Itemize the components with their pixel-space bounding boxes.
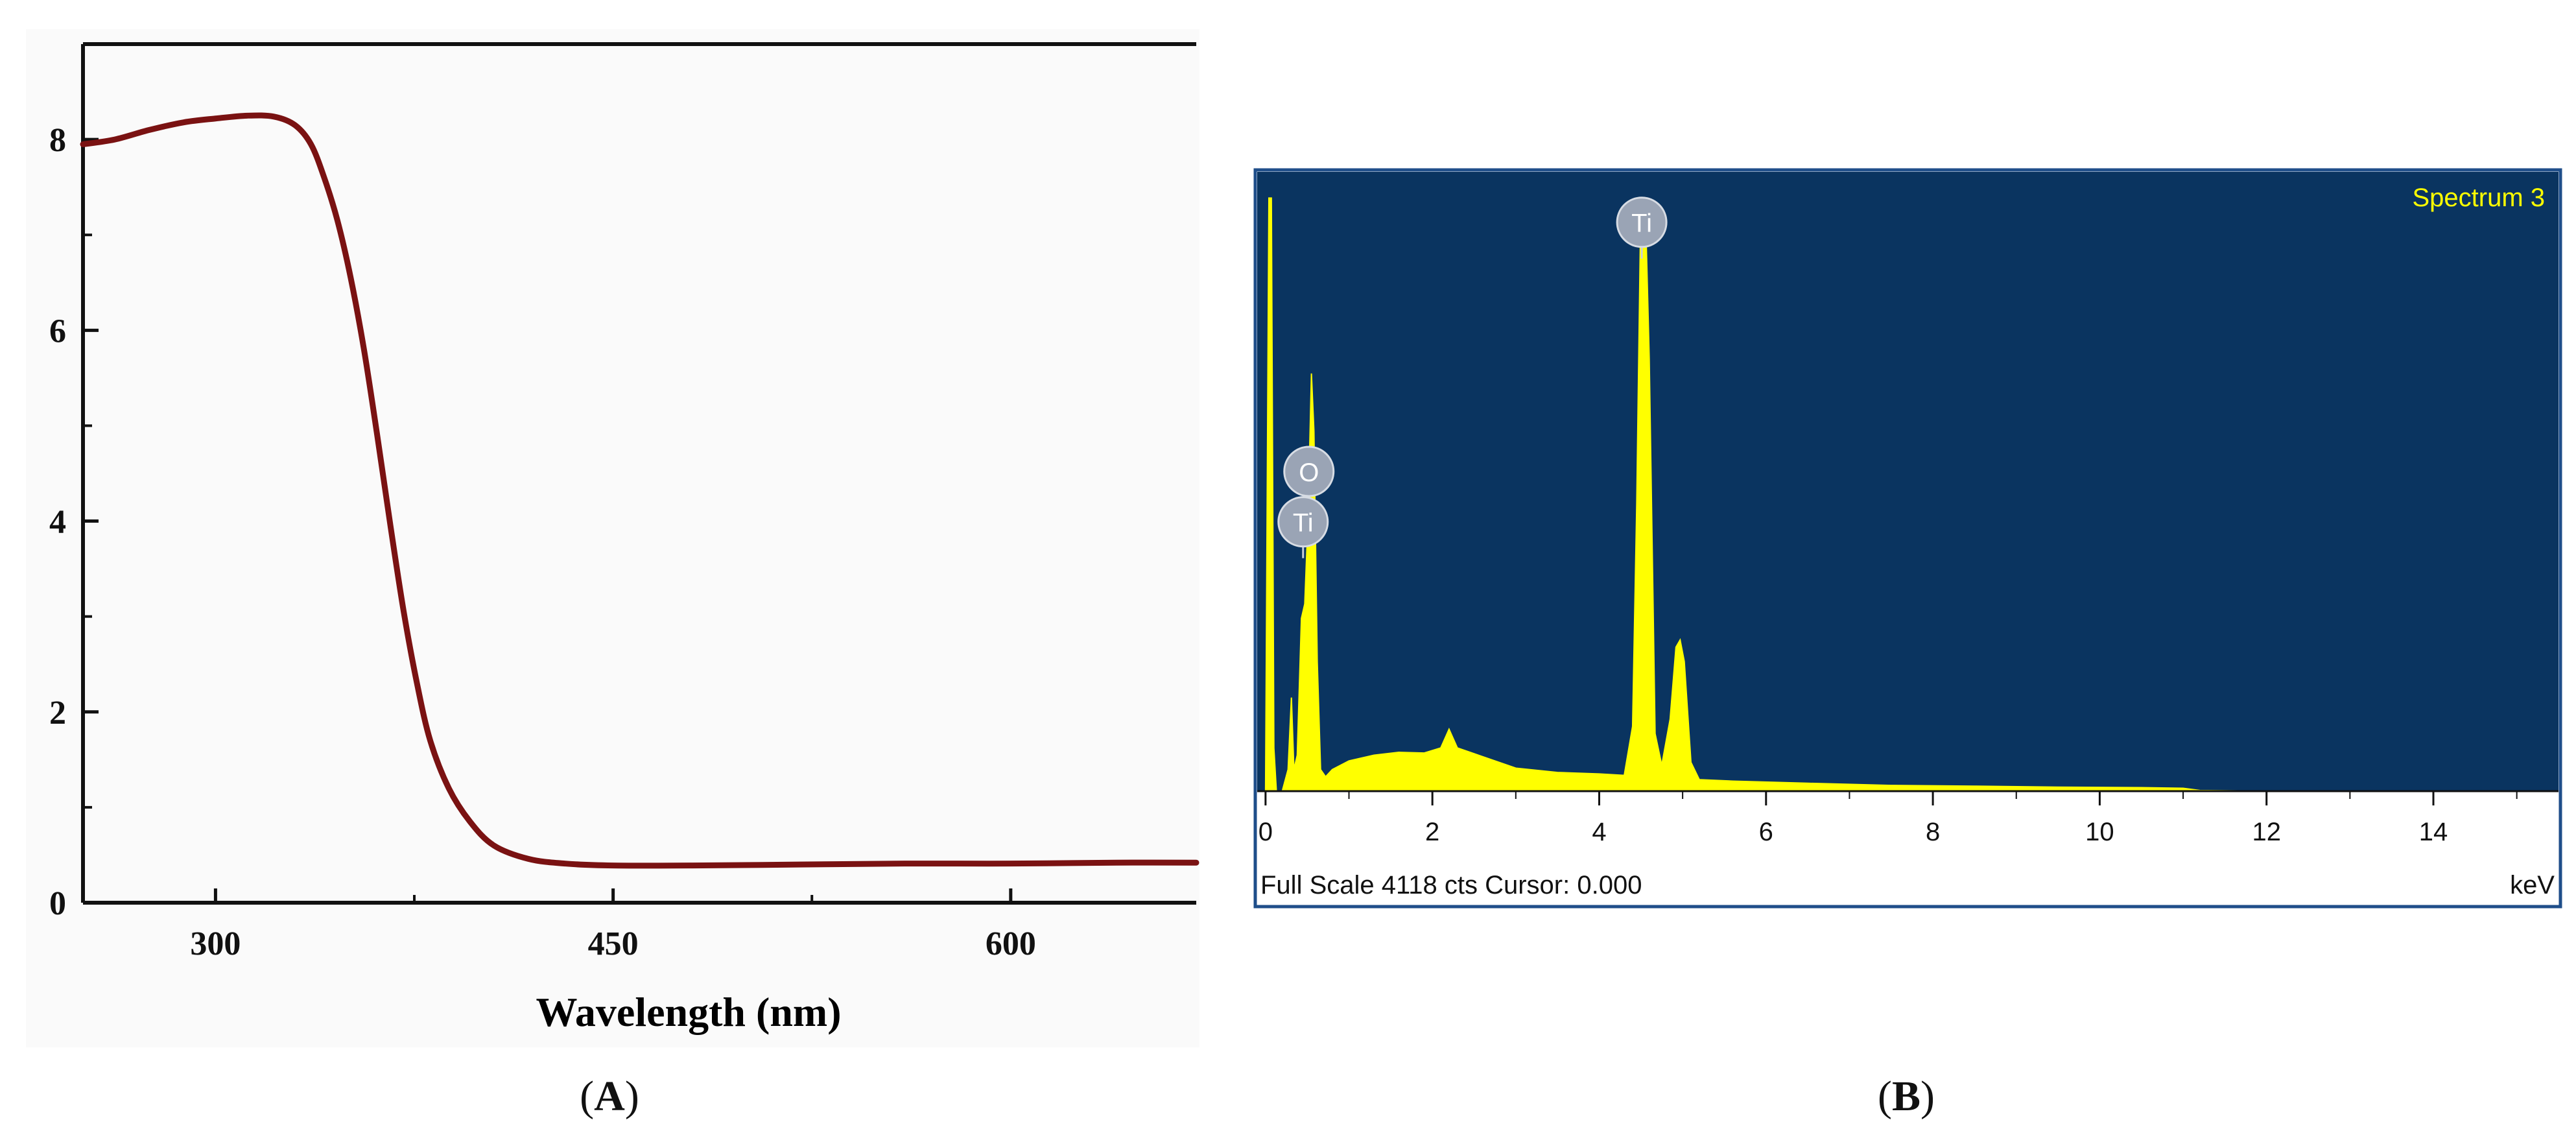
panel-a-y-tick-label: 6 (49, 313, 66, 350)
eds-plot-area (1257, 172, 2558, 791)
eds-x-tick-label: 10 (2085, 818, 2114, 846)
panel-label-b: (B) (1878, 1073, 1935, 1120)
eds-peak-markers: O Ti Ti (1277, 196, 1668, 558)
peak-marker-element-label: Ti (1293, 509, 1314, 538)
panel-b-letter: B (1892, 1073, 1920, 1120)
panel-b-eds-spectrum: 0 2 4 6 8 10 12 14 O Ti Ti Spectrum 3 Full Scale … (1253, 168, 2562, 909)
panel-a-letter: A (594, 1073, 625, 1120)
panel-a-ticks: 0 2 4 6 8 300 450 600 (49, 43, 1036, 962)
panel-a-x-tick-label: 450 (588, 925, 639, 962)
panel-a-x-tick-label: 300 (190, 925, 241, 962)
eds-x-tick-label: 0 (1258, 818, 1273, 846)
panel-a-y-tick-label: 8 (49, 122, 66, 159)
panel-a-y-tick-label: 0 (49, 885, 66, 922)
unit-label-kev: keV (2510, 871, 2555, 899)
svg-text:(B): (B) (1878, 1073, 1935, 1120)
svg-text:(A): (A) (580, 1073, 639, 1120)
peak-marker-element-label: O (1299, 458, 1319, 487)
panel-a-plot-background (26, 29, 1199, 1047)
eds-x-ticks: 0 2 4 6 8 10 12 14 (1258, 791, 2518, 846)
panel-a-y-tick-label: 2 (49, 695, 66, 732)
panel-a-absorption-chart: 0 2 4 6 8 300 450 600 Wavelength (nm) (26, 29, 1199, 1047)
eds-x-tick-label: 2 (1425, 818, 1439, 846)
eds-x-tick-label: 12 (2252, 818, 2281, 846)
eds-x-tick-label: 6 (1759, 818, 1773, 846)
peak-marker-badge (1283, 446, 1335, 497)
eds-x-tick-label: 4 (1592, 818, 1606, 846)
spectrum-name-label: Spectrum 3 (2412, 184, 2545, 212)
full-scale-cursor-readout: Full Scale 4118 cts Cursor: 0.000 (1260, 871, 1642, 899)
eds-x-tick-label: 8 (1926, 818, 1940, 846)
eds-x-tick-label: 14 (2419, 818, 2448, 846)
peak-marker-badge (1616, 196, 1668, 248)
peak-marker-element-label: Ti (1631, 209, 1652, 238)
panel-label-a: (A) (580, 1073, 639, 1120)
panel-a-x-axis-label: Wavelength (nm) (536, 989, 841, 1035)
absorption-curve (80, 112, 1199, 869)
eds-spectrum-area (1264, 197, 2558, 792)
panel-a-y-tick-label: 4 (49, 504, 66, 541)
peak-marker-badge (1277, 496, 1329, 548)
panel-a-x-tick-label: 600 (986, 925, 1036, 962)
